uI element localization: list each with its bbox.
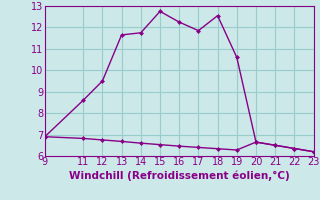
X-axis label: Windchill (Refroidissement éolien,°C): Windchill (Refroidissement éolien,°C) [69,170,290,181]
